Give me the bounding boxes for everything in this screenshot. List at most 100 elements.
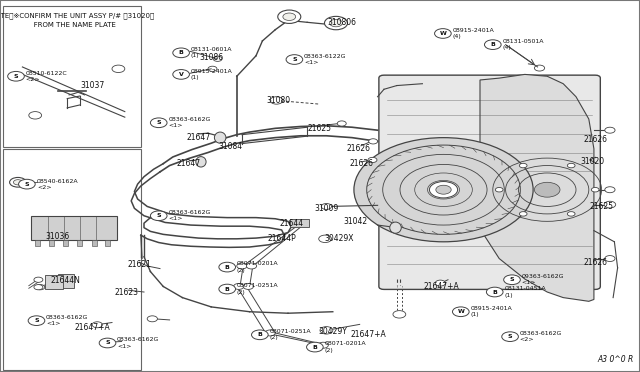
Bar	[58, 274, 74, 288]
Text: 31084: 31084	[218, 142, 243, 151]
Circle shape	[34, 277, 43, 282]
Text: W: W	[458, 309, 464, 314]
Bar	[35, 240, 40, 246]
Circle shape	[330, 19, 342, 27]
Text: 21623: 21623	[115, 288, 139, 296]
Circle shape	[534, 182, 560, 197]
Text: 08363-6162G
<1>: 08363-6162G <1>	[117, 337, 159, 349]
Circle shape	[150, 118, 167, 128]
Text: 08915-2401A
(1): 08915-2401A (1)	[191, 69, 232, 80]
Circle shape	[318, 342, 328, 348]
Circle shape	[320, 327, 333, 334]
Circle shape	[286, 55, 303, 64]
Bar	[77, 240, 82, 246]
Bar	[31, 216, 117, 240]
Circle shape	[112, 65, 125, 73]
Text: 31080: 31080	[266, 96, 291, 105]
Text: 31042: 31042	[343, 217, 367, 226]
Text: S: S	[156, 213, 161, 218]
Text: 08363-6162G
<2>: 08363-6162G <2>	[520, 331, 562, 342]
Circle shape	[435, 29, 451, 38]
FancyBboxPatch shape	[379, 75, 600, 289]
Ellipse shape	[214, 132, 226, 143]
Circle shape	[270, 97, 283, 104]
Text: 08071-0201A
(2): 08071-0201A (2)	[237, 262, 278, 273]
Text: 21626: 21626	[346, 144, 371, 153]
Circle shape	[354, 138, 533, 242]
Text: 31086: 31086	[199, 53, 223, 62]
Circle shape	[321, 203, 332, 209]
Text: B: B	[225, 264, 230, 270]
Text: 08510-6122C
<2>: 08510-6122C <2>	[26, 71, 67, 82]
Circle shape	[213, 56, 222, 61]
Text: 08363-6162G
<1>: 08363-6162G <1>	[168, 117, 211, 128]
Circle shape	[452, 307, 469, 317]
Circle shape	[34, 285, 43, 290]
Circle shape	[29, 112, 42, 119]
Text: 08131-0601A
(1): 08131-0601A (1)	[191, 47, 232, 58]
Circle shape	[519, 212, 527, 216]
Text: 31020: 31020	[580, 157, 604, 166]
Text: 21647+A: 21647+A	[350, 330, 386, 339]
Text: 21644: 21644	[279, 219, 303, 228]
Text: B: B	[312, 344, 317, 350]
Text: 31036: 31036	[45, 232, 70, 241]
Circle shape	[393, 311, 406, 318]
Polygon shape	[480, 74, 594, 301]
Circle shape	[36, 285, 45, 290]
Circle shape	[495, 187, 503, 192]
Text: 31037: 31037	[81, 81, 105, 90]
Circle shape	[605, 187, 615, 193]
Text: 08071-0201A
(2): 08071-0201A (2)	[324, 341, 366, 353]
Bar	[45, 275, 63, 289]
Text: 30429Y: 30429Y	[318, 327, 348, 336]
Circle shape	[237, 263, 247, 269]
Circle shape	[10, 177, 26, 187]
Circle shape	[234, 283, 244, 289]
Circle shape	[173, 48, 189, 58]
Text: 21625: 21625	[589, 202, 614, 211]
Text: 08131-0501A
(4): 08131-0501A (4)	[502, 39, 544, 50]
Circle shape	[208, 66, 217, 71]
Circle shape	[246, 263, 257, 269]
Circle shape	[605, 256, 615, 262]
Text: 21647: 21647	[177, 159, 201, 168]
Text: B: B	[492, 289, 497, 295]
Circle shape	[368, 157, 377, 163]
Bar	[49, 240, 54, 246]
Ellipse shape	[196, 157, 206, 167]
Circle shape	[591, 187, 599, 192]
Text: S: S	[508, 334, 513, 339]
Text: S: S	[156, 120, 161, 125]
Circle shape	[100, 340, 111, 346]
Circle shape	[520, 163, 527, 168]
Bar	[92, 240, 97, 246]
Text: S: S	[509, 277, 515, 282]
Circle shape	[604, 201, 616, 208]
Circle shape	[92, 322, 102, 328]
Circle shape	[265, 330, 275, 336]
Text: NOTE）※CONFIRM THE UNIT ASSY P/# （31020）: NOTE）※CONFIRM THE UNIT ASSY P/# （31020）	[0, 12, 154, 19]
Circle shape	[28, 316, 45, 326]
Text: 21644P: 21644P	[268, 234, 296, 243]
Circle shape	[243, 283, 253, 289]
Circle shape	[369, 139, 378, 144]
Circle shape	[567, 212, 575, 216]
Circle shape	[324, 16, 348, 30]
Circle shape	[283, 13, 296, 20]
Text: 08131-0451A
(1): 08131-0451A (1)	[504, 286, 546, 298]
Circle shape	[605, 127, 615, 133]
Text: B: B	[257, 332, 262, 337]
Circle shape	[534, 65, 545, 71]
Text: 21621: 21621	[127, 260, 152, 269]
Text: B: B	[490, 42, 495, 47]
Circle shape	[435, 280, 445, 286]
Circle shape	[567, 163, 575, 168]
Circle shape	[436, 185, 451, 194]
Circle shape	[486, 287, 503, 297]
Text: 08363-6162G
<1>: 08363-6162G <1>	[46, 315, 88, 326]
Bar	[3, 149, 141, 370]
Text: V: V	[179, 72, 184, 77]
Text: 31009: 31009	[314, 204, 339, 213]
Text: B: B	[179, 50, 184, 55]
